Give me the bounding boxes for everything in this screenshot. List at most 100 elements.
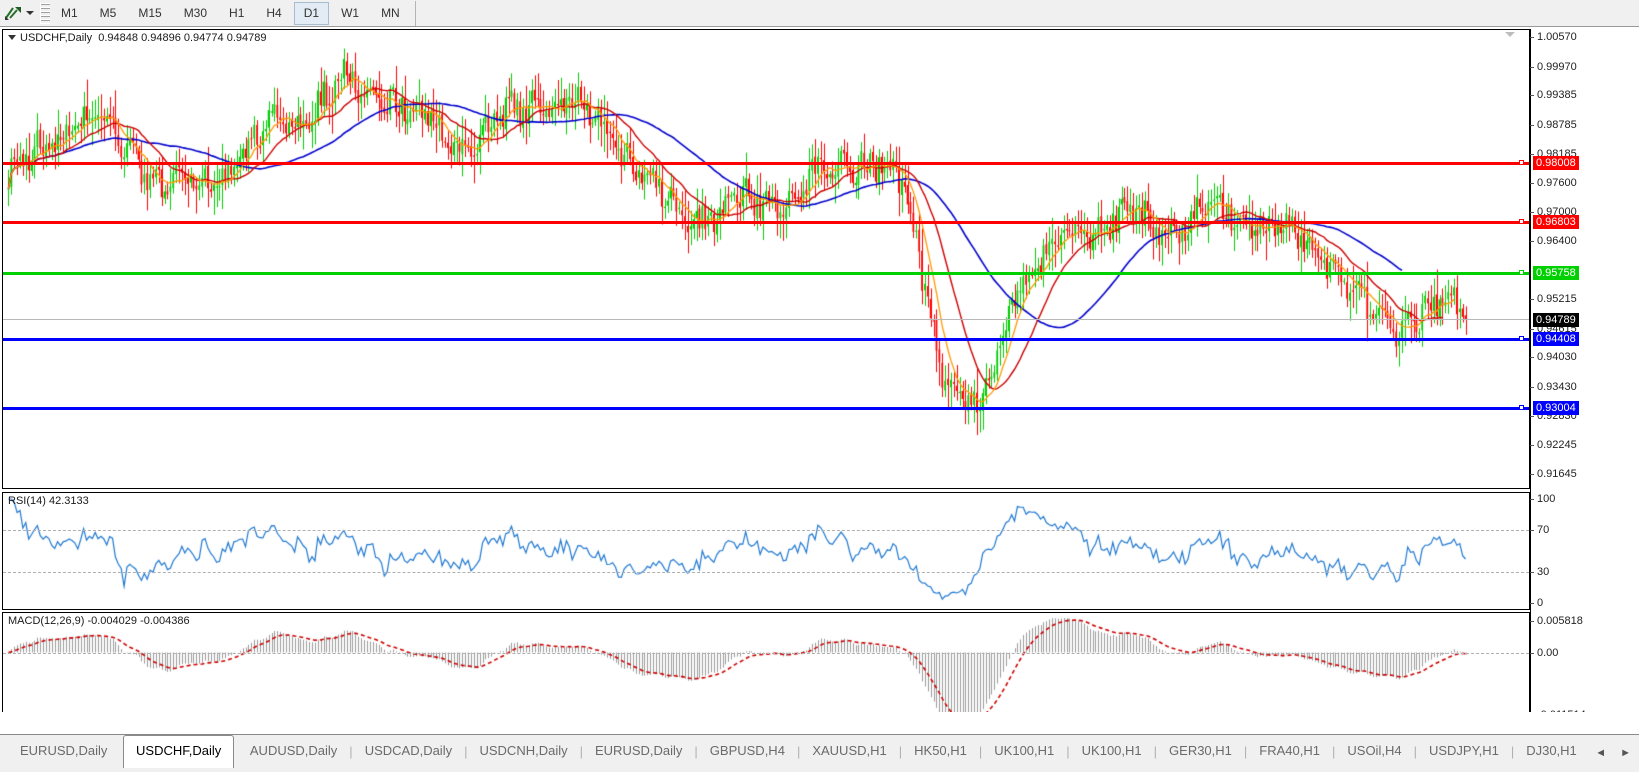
price-axis-label: 0.98785 (1537, 118, 1577, 131)
tab-separator: | (1413, 744, 1417, 759)
rsi-axis-tick (1530, 571, 1534, 573)
price-axis-label: 0.92245 (1537, 438, 1577, 451)
price-axis-label: 0.99385 (1537, 89, 1577, 102)
rsi-axis-label: 70 (1537, 524, 1550, 537)
macd-histogram-canvas (3, 613, 1529, 723)
chart-tab-eurusd-daily[interactable]: EURUSD,Daily (20, 743, 108, 758)
macd-axis-label: 0.00 (1537, 646, 1559, 659)
chart-cursor-icon (5, 7, 21, 20)
current-price-tag[interactable]: 0.94789 (1533, 313, 1579, 328)
rsi-axis-label: 0 (1537, 597, 1544, 609)
timeframe-button-d1[interactable]: D1 (293, 1, 330, 25)
price-axis-tick (1530, 386, 1534, 388)
tab-separator: | (1153, 744, 1158, 759)
resistance-line-2[interactable] (3, 220, 1529, 224)
current-price-line[interactable] (3, 319, 1529, 321)
chart-tab-xauusd-h1[interactable]: XAUUSD,H1 (812, 743, 887, 758)
price-axis-tick (1530, 299, 1534, 301)
timeframe-button-h1[interactable]: H1 (229, 5, 245, 20)
rsi-indicator-pane[interactable]: RSI(14) 42.3133 (2, 492, 1530, 610)
chart-tab-uk100-h1[interactable]: UK100,H1 (1081, 743, 1142, 758)
rsi-line-canvas (3, 493, 1529, 609)
price-axis[interactable]: 1.00570 0.99970 0.99385 0.98785 0.98185 0.976… (1530, 29, 1639, 724)
support-line-blue-2[interactable] (3, 406, 1529, 410)
rsi-axis-label: 30 (1537, 565, 1550, 578)
price-axis-label: 1.00570 (1537, 31, 1577, 44)
support-level-blue-2-tag[interactable]: 0.93004 (1533, 400, 1579, 415)
macd-indicator-pane[interactable]: MACD(12,26,9) -0.004029 -0.004386 (2, 612, 1530, 724)
tab-separator: | (978, 744, 983, 759)
chart-tab-usdjpy-h1[interactable]: USDJPY,H1 (1428, 743, 1499, 758)
support-line-green[interactable] (3, 271, 1529, 275)
support-level-blue-1-tag[interactable]: 0.94408 (1533, 331, 1579, 346)
price-axis-tick (1530, 328, 1534, 330)
chart-tabstrip[interactable]: EURUSD,Daily USDCHF,Daily AUDUSD,Daily | U… (0, 734, 1639, 772)
tab-separator: | (1066, 744, 1070, 759)
chart-tab-dj30-h1[interactable]: DJ30,H1 (1526, 743, 1577, 758)
tab-separator: | (898, 744, 903, 759)
chart-tab-usdcad-daily[interactable]: USDCAD,Daily (364, 743, 453, 758)
resistance-line-1-handle[interactable] (1519, 159, 1524, 165)
macd-axis-tick (1530, 652, 1534, 654)
chart-area[interactable]: USDCHF,Daily 0.94848 0.94896 0.94774 0.9… (0, 27, 1639, 746)
price-axis-tick (1530, 124, 1534, 126)
price-axis-label: 0.94030 (1537, 351, 1577, 364)
price-chart-pane[interactable]: USDCHF,Daily 0.94848 0.94896 0.94774 0.9… (2, 29, 1530, 489)
support-line-blue-1[interactable] (3, 337, 1529, 341)
resistance-level-2-tag[interactable]: 0.96803 (1533, 214, 1579, 229)
price-axis-tick (1530, 182, 1534, 184)
resistance-line-2-handle[interactable] (1519, 218, 1524, 224)
timeframe-button-m5[interactable]: M5 (99, 5, 117, 20)
support-line-blue-2-handle[interactable] (1519, 404, 1524, 410)
chevron-down-icon (26, 11, 34, 15)
resistance-level-1-tag[interactable]: 0.98008 (1533, 155, 1579, 170)
chart-tab-usdchf-daily[interactable]: USDCHF,Daily (123, 735, 235, 768)
tab-separator: | (1243, 744, 1248, 759)
price-candles-canvas (3, 30, 1529, 488)
timeframe-button-m30[interactable]: M30 (183, 5, 208, 20)
price-axis-tick (1530, 474, 1534, 476)
chart-tab-eurusd-daily[interactable]: EURUSD,Daily (595, 743, 683, 758)
rsi-axis-tick (1530, 530, 1534, 532)
chart-tab-gbpusd-h4[interactable]: GBPUSD,H4 (709, 743, 785, 758)
tab-separator: | (349, 744, 353, 759)
chart-tab-uk100-h1[interactable]: UK100,H1 (994, 743, 1055, 758)
rsi-axis-label: 100 (1537, 493, 1556, 505)
timeframe-button-mn[interactable]: MN (381, 5, 400, 20)
price-axis-label: 0.91645 (1537, 468, 1577, 481)
tab-separator: | (1510, 744, 1515, 759)
timeframe-button-h4[interactable]: H4 (266, 5, 282, 20)
chart-tab-ger30-h1[interactable]: GER30,H1 (1169, 743, 1232, 758)
price-axis-label: 0.99970 (1537, 60, 1577, 73)
support-line-green-handle[interactable] (1519, 269, 1524, 275)
price-axis-label: 0.95215 (1537, 293, 1577, 306)
timeframe-button-w1[interactable]: W1 (341, 5, 360, 20)
rsi-axis-tick (1530, 603, 1534, 604)
timeframe-button-m1[interactable]: M1 (61, 5, 78, 20)
chart-cursor-icon-button[interactable] (0, 1, 38, 25)
price-axis-tick (1530, 241, 1534, 243)
chart-tab-usoil-h4[interactable]: USOil,H4 (1347, 743, 1402, 758)
chart-tab-usdcnh-daily[interactable]: USDCNH,Daily (479, 743, 568, 758)
rsi-axis-tick (1530, 499, 1534, 500)
price-axis-tick (1530, 212, 1534, 214)
tabstrip-nav-arrows[interactable]: ◄ ► (1595, 747, 1631, 759)
axis-vertical-line (1530, 29, 1531, 724)
support-line-blue-1-handle[interactable] (1519, 335, 1524, 341)
arrow-left-icon[interactable]: ◄ (1595, 747, 1607, 759)
tab-separator: | (796, 744, 801, 759)
tab-separator: | (694, 744, 698, 759)
chart-tab-fra40-h1[interactable]: FRA40,H1 (1259, 743, 1320, 758)
price-axis-tick (1530, 154, 1534, 156)
price-axis-tick (1530, 95, 1534, 97)
tab-separator: | (464, 744, 468, 759)
timeframe-button-m15[interactable]: M15 (138, 5, 162, 20)
price-axis-tick (1530, 66, 1534, 68)
drag-grip-icon[interactable] (40, 2, 50, 24)
arrow-right-icon[interactable]: ► (1620, 747, 1631, 759)
timeframe-button-group: M1 M5 M15 M30 H1 H4 D1 W1 MN (50, 0, 416, 26)
chart-tab-audusd-daily[interactable]: AUDUSD,Daily (249, 743, 338, 758)
chart-tab-hk50-h1[interactable]: HK50,H1 (914, 743, 967, 758)
resistance-line-1[interactable] (3, 161, 1529, 165)
support-level-green-tag[interactable]: 0.95758 (1533, 265, 1579, 280)
